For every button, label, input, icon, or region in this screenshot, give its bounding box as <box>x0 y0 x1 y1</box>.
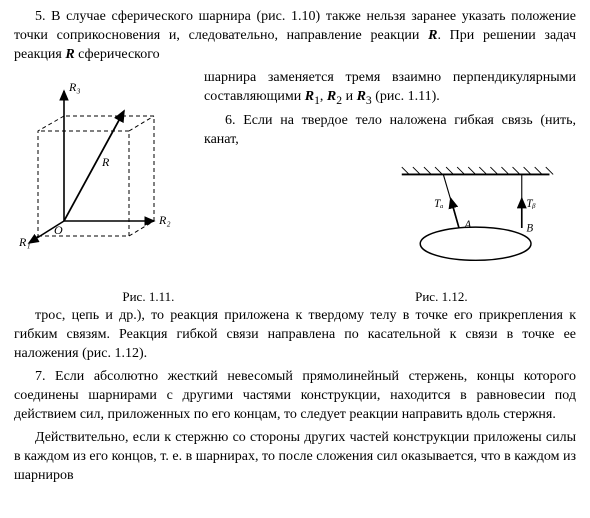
figure-1-11: O R R₁ R₂ R₃ <box>14 71 194 251</box>
caption-1-11: Рис. 1.11. <box>122 288 174 306</box>
paragraph-after-figs: трос, цепь и др.), то реакция приложена … <box>14 307 576 364</box>
paragraph-7: 7. Если абсолютно жесткий невесомый прям… <box>14 368 576 425</box>
svg-text:B: B <box>526 223 533 235</box>
svg-text:R₁: R₁ <box>18 235 31 249</box>
figure-1-12: Tₐ Tᵦ A B <box>376 156 566 276</box>
svg-text:A: A <box>464 219 472 231</box>
paragraph-last: Действительно, если к стержню со стороны… <box>14 429 576 486</box>
svg-text:R₂: R₂ <box>158 213 171 227</box>
float-block: O R R₁ R₂ R₃ шарнира заменяется тремя вз… <box>14 69 576 278</box>
svg-text:R₃: R₃ <box>68 80 81 94</box>
svg-text:Tₐ: Tₐ <box>434 198 443 210</box>
paragraph-5: 5. В случае сферического шарнира (рис. 1… <box>14 8 576 65</box>
svg-text:O: O <box>54 223 63 237</box>
caption-1-12: Рис. 1.12. <box>415 288 467 306</box>
figure-captions-row: Рис. 1.11. Рис. 1.12. <box>14 284 576 306</box>
svg-text:R: R <box>101 155 110 169</box>
svg-text:Tᵦ: Tᵦ <box>526 198 535 210</box>
